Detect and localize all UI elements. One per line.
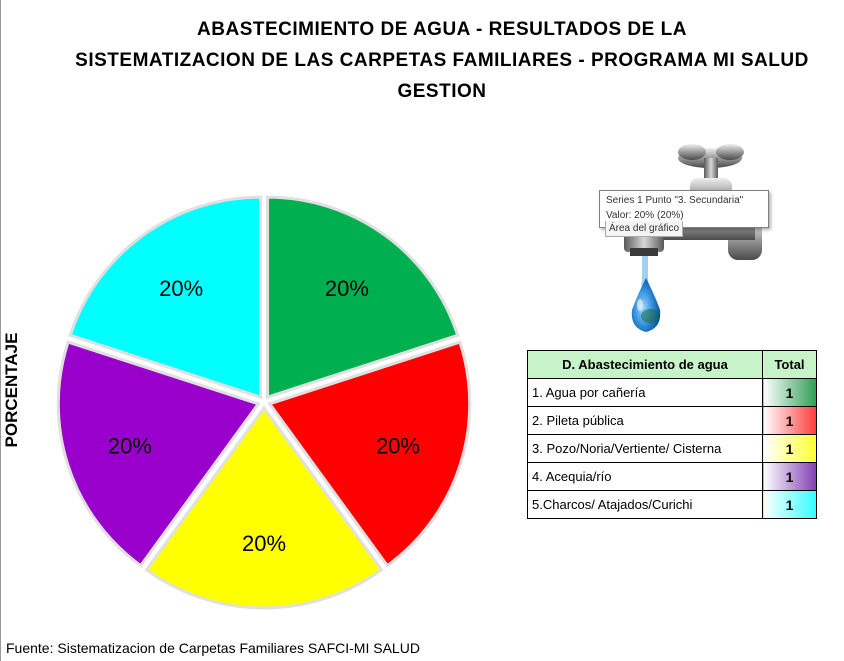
table-header-row: D. Abastecimiento de agua Total bbox=[527, 350, 817, 379]
table-body: 1. Agua por cañería 1 2. Pileta pública 1 3.… bbox=[527, 378, 817, 519]
legend-data-table: D. Abastecimiento de agua Total 1. Agua … bbox=[527, 350, 817, 519]
pie-chart[interactable]: 20% 20% 20% 20% 20% bbox=[40, 180, 490, 620]
table-cell-total: 1 bbox=[762, 490, 817, 519]
pie-slice-label: 20% bbox=[376, 434, 420, 459]
chart-tooltip: Series 1 Punto "3. Secundaria" Valor: 20… bbox=[599, 190, 769, 237]
pie-slice[interactable] bbox=[144, 405, 384, 610]
table-cell-total: 1 bbox=[762, 462, 817, 491]
tooltip-series-line: Series 1 Punto "3. Secundaria" bbox=[606, 195, 744, 206]
pie-slice[interactable] bbox=[56, 340, 261, 568]
title-line-3: GESTION bbox=[397, 81, 487, 102]
pie-labels: 20% 20% 20% 20% 20% bbox=[108, 276, 420, 556]
table-cell-total: 1 bbox=[762, 434, 817, 463]
pie-slice-label: 20% bbox=[325, 276, 369, 301]
table-cell-category: 4. Acequia/río bbox=[527, 462, 763, 491]
table-header-total: Total bbox=[762, 350, 817, 379]
title-line-1: ABASTECIMIENTO DE AGUA - RESULTADOS DE L… bbox=[197, 19, 687, 40]
tooltip-underlying-label: Área del gráfico bbox=[605, 221, 684, 237]
pie-slice-label: 20% bbox=[159, 276, 203, 301]
table-row: 4. Acequia/río 1 bbox=[527, 462, 817, 491]
pie-slices bbox=[56, 195, 472, 610]
table-cell-category: 5.Charcos/ Atajados/Curichi bbox=[527, 490, 763, 519]
pie-slice-label: 20% bbox=[242, 531, 286, 556]
pie-slice[interactable] bbox=[266, 195, 460, 400]
pie-slice[interactable] bbox=[267, 340, 472, 568]
source-note: Fuente: Sistematizacion de Carpetas Fami… bbox=[6, 640, 420, 656]
table-row: 1. Agua por cañería 1 bbox=[527, 378, 817, 407]
table-cell-category: 3. Pozo/Noria/Vertiente/ Cisterna bbox=[527, 434, 763, 463]
table-row: 2. Pileta pública 1 bbox=[527, 406, 817, 435]
table-cell-total: 1 bbox=[762, 378, 817, 407]
table-cell-total: 1 bbox=[762, 406, 817, 435]
pie-slice[interactable] bbox=[68, 195, 262, 400]
pie-slice-label: 20% bbox=[108, 434, 152, 459]
table-row: 5.Charcos/ Atajados/Curichi 1 bbox=[527, 490, 817, 519]
chart-title: ABASTECIMIENTO DE AGUA - RESULTADOS DE L… bbox=[0, 14, 844, 107]
table-header-category: D. Abastecimiento de agua bbox=[527, 350, 763, 379]
table-cell-category: 1. Agua por cañería bbox=[527, 378, 763, 407]
table-cell-category: 2. Pileta pública bbox=[527, 406, 763, 435]
title-line-2: SISTEMATIZACION DE LAS CARPETAS FAMILIAR… bbox=[75, 50, 809, 71]
y-axis-label: PORCENTAJE bbox=[2, 332, 21, 448]
left-border bbox=[0, 0, 1, 661]
table-row: 3. Pozo/Noria/Vertiente/ Cisterna 1 bbox=[527, 434, 817, 463]
tooltip-value-line: Valor: 20% (20%) bbox=[606, 210, 684, 221]
